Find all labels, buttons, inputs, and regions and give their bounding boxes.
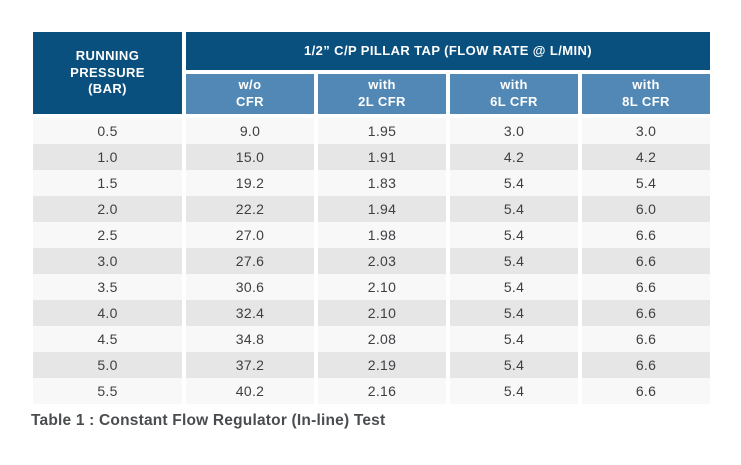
flow-cell: 5.4 — [450, 196, 578, 222]
flow-cell: 5.4 — [450, 326, 578, 352]
flow-cell: 27.6 — [186, 248, 314, 274]
table-caption: Table 1 : Constant Flow Regulator (In-li… — [31, 412, 386, 429]
table-row: 5.0 37.2 2.19 5.4 6.6 — [33, 352, 711, 378]
pressure-cell: 5.0 — [33, 352, 182, 378]
flow-cell: 4.2 — [450, 144, 578, 170]
flow-cell: 6.6 — [582, 274, 710, 300]
column-header-2l-cfr: with 2L CFR — [318, 74, 446, 114]
flow-cell: 6.6 — [582, 326, 710, 352]
flow-cell: 6.6 — [582, 222, 710, 248]
column-group-header-pillar-tap: 1/2” C/P PILLAR TAP (FLOW RATE @ L/MIN) — [186, 32, 710, 70]
flow-cell: 5.4 — [450, 274, 578, 300]
table-row: 3.0 27.6 2.03 5.4 6.6 — [33, 248, 711, 274]
table-row: 1.5 19.2 1.83 5.4 5.4 — [33, 170, 711, 196]
pressure-cell: 3.0 — [33, 248, 182, 274]
flow-cell: 5.4 — [582, 170, 710, 196]
flow-cell: 2.16 — [318, 378, 446, 404]
row-group-header-running-pressure: RUNNING PRESSURE (BAR) — [33, 32, 182, 114]
flow-cell: 30.6 — [186, 274, 314, 300]
flow-cell: 32.4 — [186, 300, 314, 326]
pressure-cell: 3.5 — [33, 274, 182, 300]
flow-cell: 2.03 — [318, 248, 446, 274]
flow-cell: 40.2 — [186, 378, 314, 404]
table-header: RUNNING PRESSURE (BAR) 1/2” C/P PILLAR T… — [33, 32, 711, 114]
column-header-8l-cfr: with 8L CFR — [582, 74, 710, 114]
table-row: 1.0 15.0 1.91 4.2 4.2 — [33, 144, 711, 170]
table-row: 0.5 9.0 1.95 3.0 3.0 — [33, 118, 711, 144]
table-row: 2.0 22.2 1.94 5.4 6.0 — [33, 196, 711, 222]
flow-cell: 3.0 — [450, 118, 578, 144]
flow-cell: 34.8 — [186, 326, 314, 352]
flow-rate-table: RUNNING PRESSURE (BAR) 1/2” C/P PILLAR T… — [33, 32, 711, 404]
pressure-cell: 1.0 — [33, 144, 182, 170]
flow-cell: 27.0 — [186, 222, 314, 248]
flow-cell: 6.6 — [582, 248, 710, 274]
flow-cell: 5.4 — [450, 352, 578, 378]
flow-cell: 5.4 — [450, 248, 578, 274]
flow-cell: 2.08 — [318, 326, 446, 352]
table-row: 3.5 30.6 2.10 5.4 6.6 — [33, 274, 711, 300]
flow-cell: 9.0 — [186, 118, 314, 144]
flow-cell: 6.6 — [582, 300, 710, 326]
column-header-wo-cfr: w/o CFR — [186, 74, 314, 114]
flow-cell: 3.0 — [582, 118, 710, 144]
flow-cell: 2.19 — [318, 352, 446, 378]
flow-cell: 1.91 — [318, 144, 446, 170]
table-row: 5.5 40.2 2.16 5.4 6.6 — [33, 378, 711, 404]
table-body: 0.5 9.0 1.95 3.0 3.0 1.0 15.0 1.91 4.2 4… — [33, 118, 711, 404]
flow-cell: 19.2 — [186, 170, 314, 196]
flow-cell: 1.95 — [318, 118, 446, 144]
column-header-6l-cfr: with 6L CFR — [450, 74, 578, 114]
pressure-cell: 1.5 — [33, 170, 182, 196]
flow-cell: 2.10 — [318, 300, 446, 326]
flow-cell: 6.6 — [582, 352, 710, 378]
pressure-cell: 2.5 — [33, 222, 182, 248]
flow-cell: 4.2 — [582, 144, 710, 170]
pressure-cell: 4.0 — [33, 300, 182, 326]
flow-cell: 22.2 — [186, 196, 314, 222]
pressure-cell: 2.0 — [33, 196, 182, 222]
flow-cell: 5.4 — [450, 170, 578, 196]
pressure-cell: 4.5 — [33, 326, 182, 352]
flow-cell: 5.4 — [450, 222, 578, 248]
flow-cell: 15.0 — [186, 144, 314, 170]
table-row: 2.5 27.0 1.98 5.4 6.6 — [33, 222, 711, 248]
flow-cell: 6.6 — [582, 378, 710, 404]
flow-cell: 37.2 — [186, 352, 314, 378]
flow-cell: 6.0 — [582, 196, 710, 222]
flow-cell: 5.4 — [450, 300, 578, 326]
pressure-cell: 0.5 — [33, 118, 182, 144]
flow-cell: 1.98 — [318, 222, 446, 248]
flow-cell: 1.83 — [318, 170, 446, 196]
pressure-cell: 5.5 — [33, 378, 182, 404]
table-row: 4.0 32.4 2.10 5.4 6.6 — [33, 300, 711, 326]
flow-cell: 2.10 — [318, 274, 446, 300]
flow-cell: 5.4 — [450, 378, 578, 404]
flow-cell: 1.94 — [318, 196, 446, 222]
table-row: 4.5 34.8 2.08 5.4 6.6 — [33, 326, 711, 352]
